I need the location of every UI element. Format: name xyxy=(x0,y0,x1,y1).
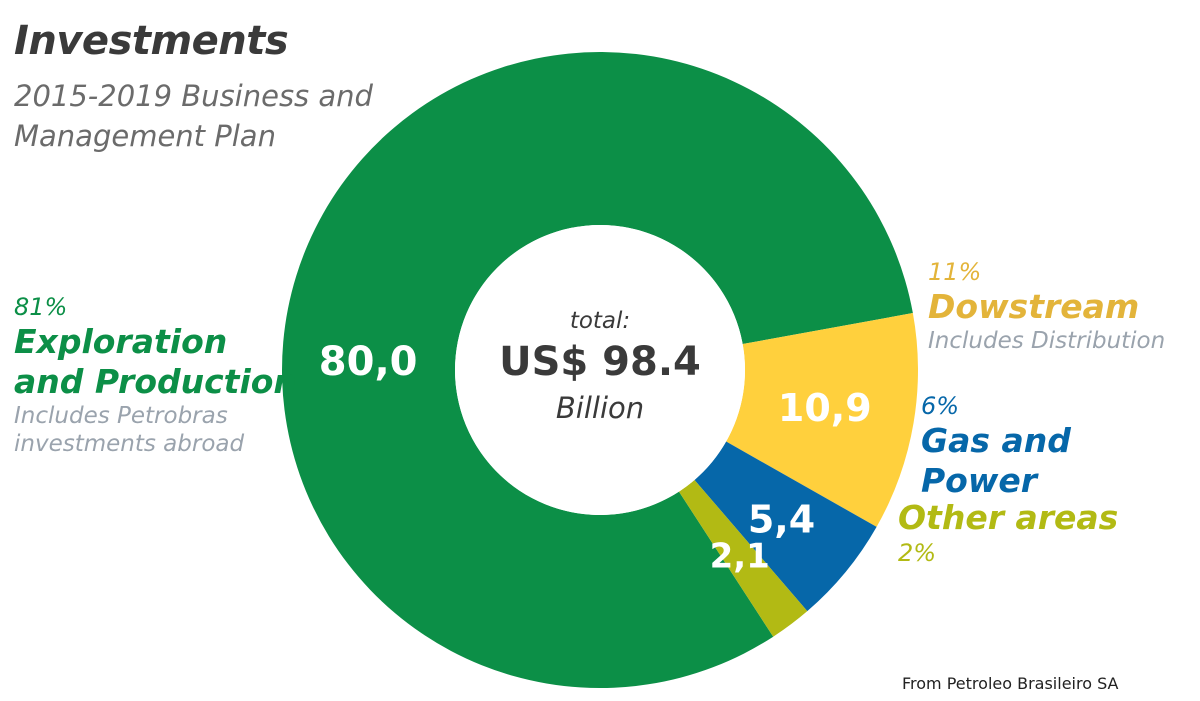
value-label-exploration: 80,0 xyxy=(319,339,418,385)
slice-downstream xyxy=(726,313,918,527)
center-total-unit: Billion xyxy=(556,391,644,425)
gas-power-name: Gas and Power xyxy=(921,421,1071,500)
center-total-value: US$ 98.4 xyxy=(499,339,701,385)
exploration-percent: 81% xyxy=(14,293,68,321)
downstream-percent: 11% xyxy=(928,258,982,286)
other-percent: 2% xyxy=(898,539,937,567)
center-total-label: total: xyxy=(570,308,630,334)
slice-other xyxy=(678,479,808,637)
exploration-name: Exploration and Production xyxy=(14,322,297,401)
gas-power-percent: 6% xyxy=(921,392,960,420)
slice-exploration xyxy=(281,51,913,688)
value-label-other: 2,1 xyxy=(710,536,770,576)
value-label-downstream: 10,9 xyxy=(778,386,872,430)
chart-subtitle: 2015-2019 Business and Management Plan xyxy=(14,79,373,153)
downstream-note: Includes Distribution xyxy=(928,328,1166,354)
legend-other: Other areas 2% xyxy=(898,498,1158,568)
chart-title: Investments xyxy=(14,18,289,64)
other-name: Other areas xyxy=(898,498,1119,537)
legend-exploration: 81% Exploration and Production Includes … xyxy=(14,292,314,458)
source-credit: From Petroleo Brasileiro SA xyxy=(902,674,1119,693)
legend-gas-power: 6% Gas and Power xyxy=(921,391,1191,501)
downstream-name: Dowstream xyxy=(928,287,1140,326)
value-label-gas-power: 5,4 xyxy=(748,497,815,541)
slice-gas-power xyxy=(694,441,877,612)
donut-hole xyxy=(455,225,745,515)
exploration-note: Includes Petrobras investments abroad xyxy=(14,403,245,457)
donut-slices xyxy=(281,51,918,688)
legend-downstream: 11% Dowstream Includes Distribution xyxy=(928,257,1193,355)
donut-value-labels: 80,0 10,9 5,42,1 xyxy=(319,339,872,577)
